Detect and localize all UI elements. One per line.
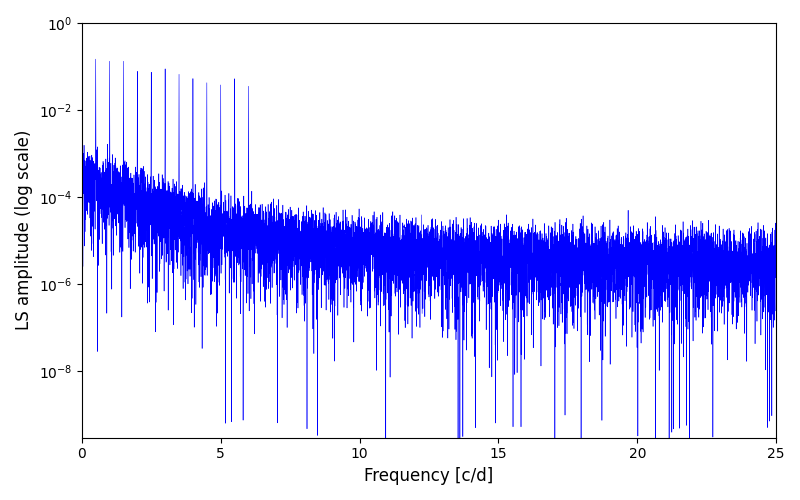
Y-axis label: LS amplitude (log scale): LS amplitude (log scale): [15, 130, 33, 330]
X-axis label: Frequency [c/d]: Frequency [c/d]: [364, 467, 494, 485]
